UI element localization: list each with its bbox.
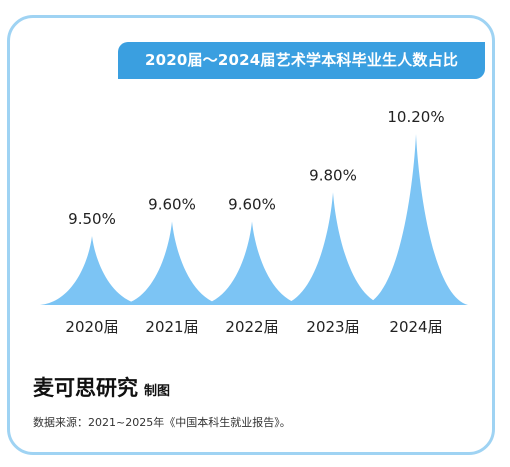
category-label: 2024届 <box>389 318 442 336</box>
peak-mark-2024届 <box>364 134 468 305</box>
value-label: 9.60% <box>148 195 196 213</box>
brand-logo-text: 麦可思研究 制图 <box>33 372 170 402</box>
peak-mark-2022届 <box>200 221 304 305</box>
peak-mark-2023届 <box>281 192 385 305</box>
labels-layer: 9.50% 2020届 9.60% 2021届 9.60% 2022届 9.80% 2023届… <box>65 108 444 336</box>
category-label: 2020届 <box>65 318 118 336</box>
value-label: 9.50% <box>68 210 116 228</box>
category-label: 2021届 <box>145 318 198 336</box>
category-label: 2023届 <box>306 318 359 336</box>
peak-mark-2020届 <box>40 236 144 305</box>
brand-suffix: 制图 <box>144 384 171 399</box>
value-label: 9.80% <box>309 166 357 184</box>
category-label: 2022届 <box>225 318 278 336</box>
chart-title: 2020届～2024届艺术学本科毕业生人数占比 <box>118 42 485 79</box>
brand-name: 麦可思研究 <box>33 376 138 400</box>
value-label: 10.20% <box>387 108 444 126</box>
peaks-layer <box>40 134 468 305</box>
data-source-note: 数据来源：2021~2025年《中国本科生就业报告》。 <box>33 416 291 429</box>
peak-mark-2021届 <box>120 221 224 305</box>
value-label: 9.60% <box>228 195 276 213</box>
